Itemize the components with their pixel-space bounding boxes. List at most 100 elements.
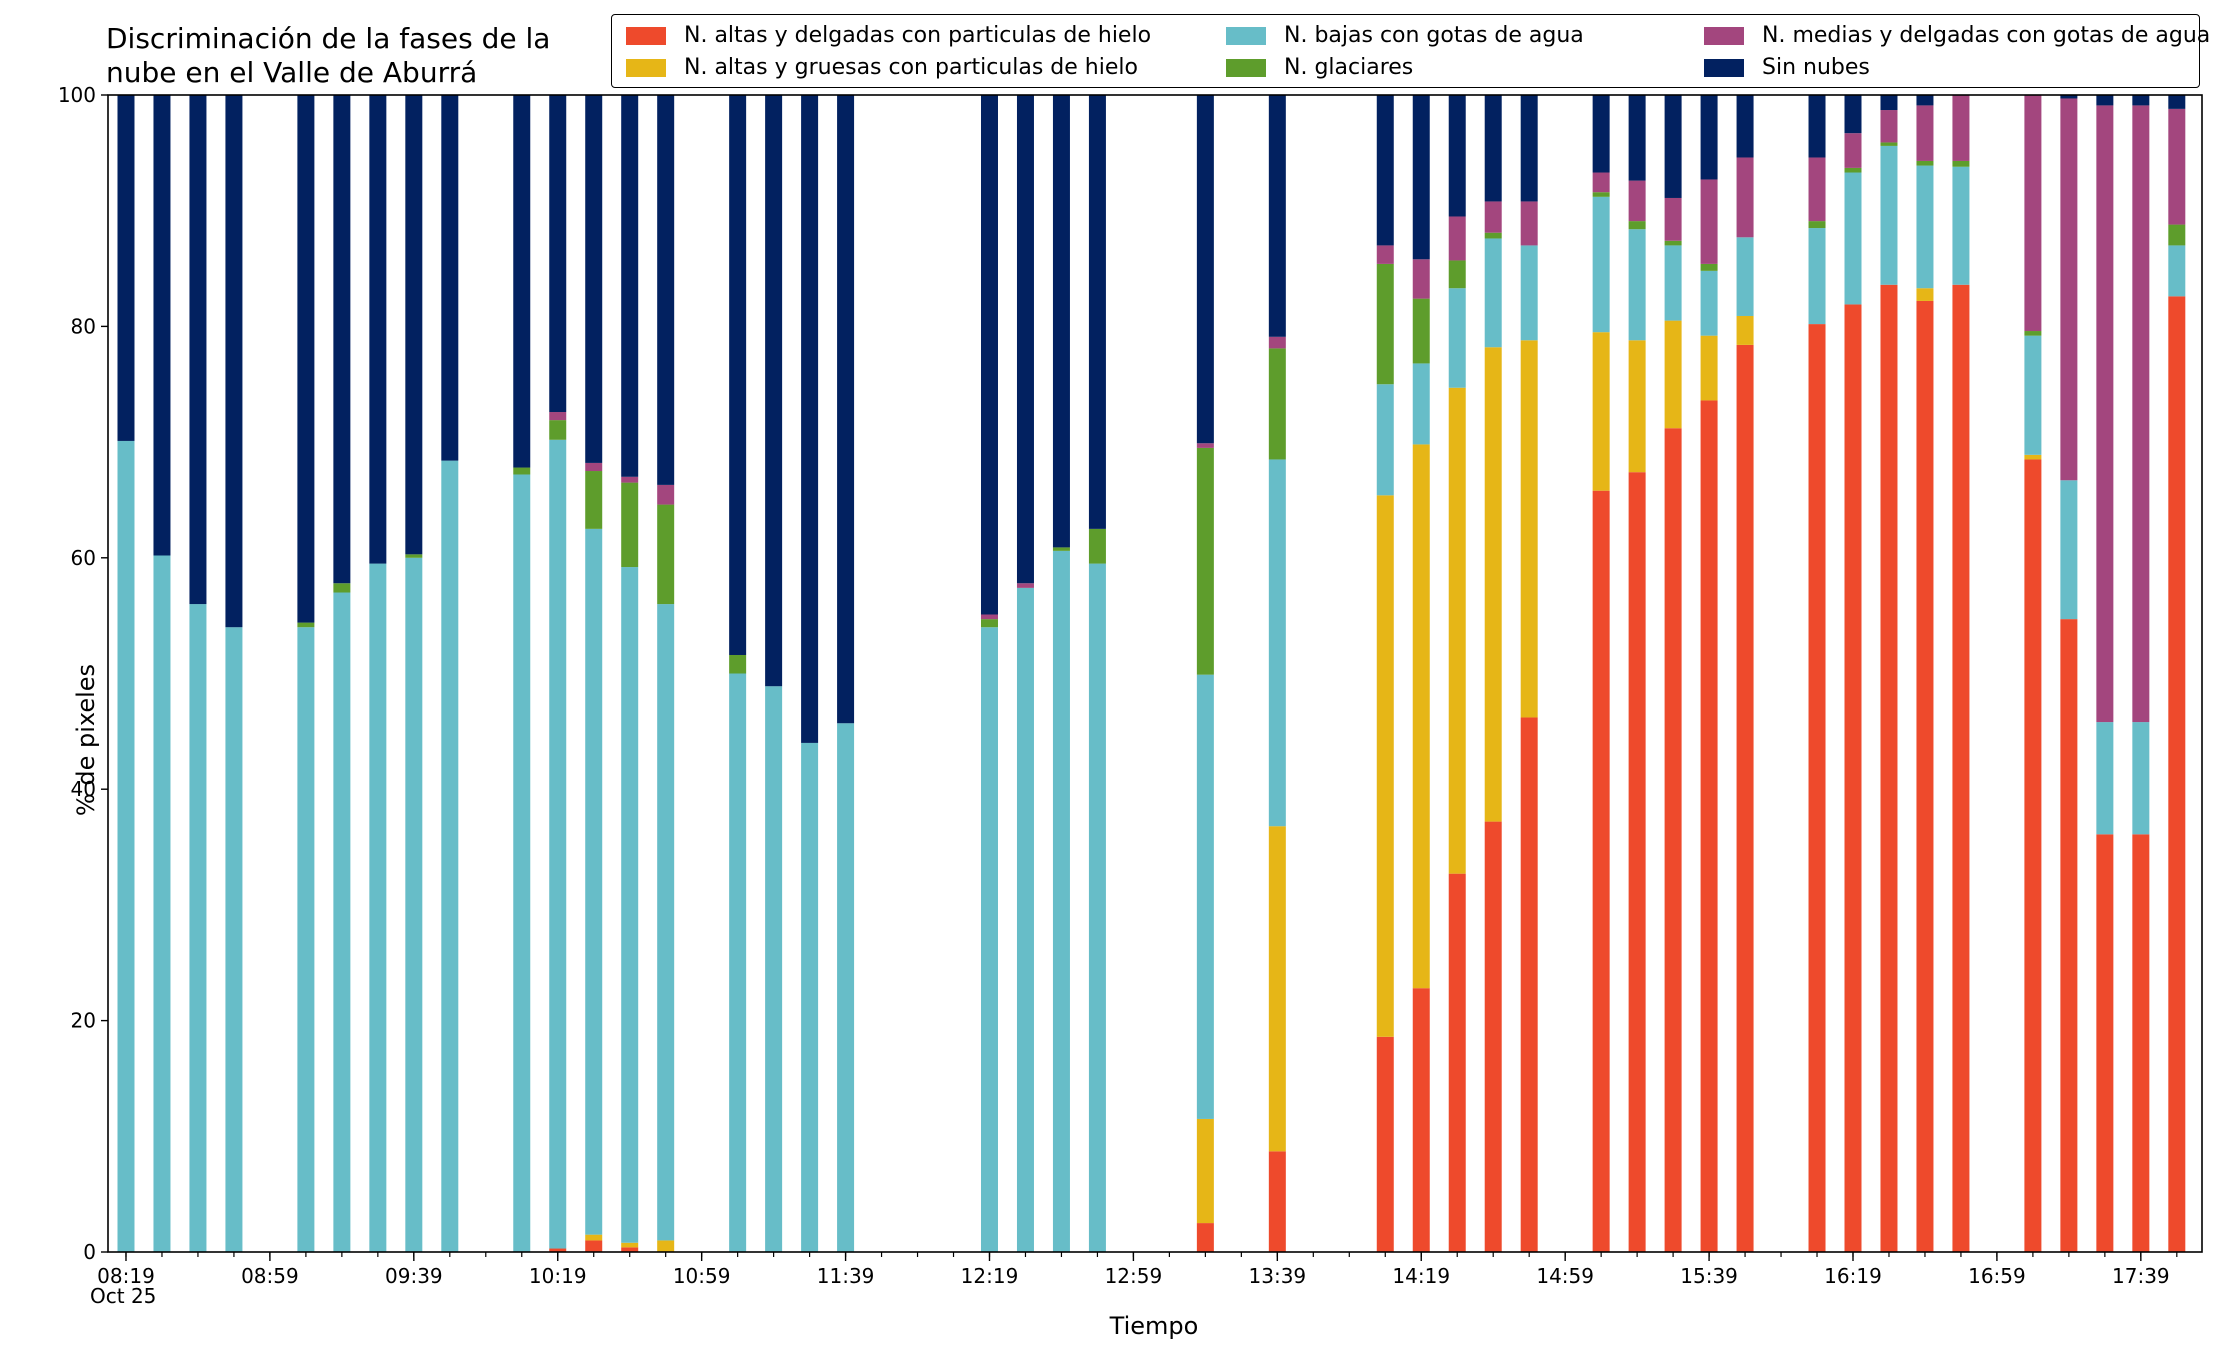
bar-segment xyxy=(621,567,639,1243)
bar-segment xyxy=(1412,363,1430,445)
bar-segment xyxy=(153,555,171,1252)
bar-segment xyxy=(1628,95,1646,181)
bar-segment xyxy=(297,622,315,628)
bar-segment xyxy=(837,723,855,1252)
bar-segment xyxy=(1412,259,1430,299)
bar-segment xyxy=(1880,284,1898,1252)
bar-segment xyxy=(2060,95,2078,99)
bar-segment xyxy=(2132,834,2150,1252)
bar-segment xyxy=(765,686,783,1252)
bar-segment xyxy=(2096,95,2114,106)
bar-segment xyxy=(1592,172,1610,193)
bar-segment xyxy=(1484,232,1502,239)
bar-segment xyxy=(1016,95,1034,584)
bar-segment xyxy=(1916,95,1934,106)
bar-segment xyxy=(2132,105,2150,723)
bar-segment xyxy=(980,95,998,615)
bar-segment xyxy=(1052,547,1070,551)
bar-segment xyxy=(1412,95,1430,260)
x-tick-label: 14:19 xyxy=(1392,1264,1450,1288)
bar-segment xyxy=(1808,324,1826,1253)
bar-segment xyxy=(549,439,567,1249)
bar-segment xyxy=(657,484,675,505)
bar-segment xyxy=(2096,722,2114,835)
bar-segment xyxy=(1592,332,1610,491)
bar-segment xyxy=(1088,528,1106,564)
bar-segment xyxy=(729,673,747,1252)
bar-segment xyxy=(1520,340,1538,718)
bar-segment xyxy=(837,95,855,724)
bar-segment xyxy=(549,95,567,413)
bar-segment xyxy=(513,467,531,475)
bar-segment xyxy=(1916,160,1934,166)
bar-segment xyxy=(117,95,135,441)
bar-segment xyxy=(1700,335,1718,401)
bar-segment xyxy=(585,1234,603,1241)
bar-segment xyxy=(1412,988,1430,1252)
bar-segment xyxy=(1520,245,1538,341)
bar-segment xyxy=(405,557,423,1252)
bar-segment xyxy=(117,440,135,1252)
bar-segment xyxy=(1736,157,1754,238)
bar-segment xyxy=(513,474,531,1252)
bar-segment xyxy=(621,476,639,483)
bar-segment xyxy=(1448,873,1466,1252)
bar-segment xyxy=(657,1240,675,1252)
bar-segment xyxy=(225,95,243,628)
bar-segment xyxy=(657,604,675,1241)
bar-segment xyxy=(1268,95,1286,337)
bar-segment xyxy=(1808,221,1826,229)
chart-title: Discriminación de la fases de la nube en… xyxy=(106,22,551,89)
bar-segment xyxy=(189,95,207,605)
bar-segment xyxy=(1880,95,1898,111)
legend-swatch xyxy=(626,58,666,77)
bar-segment xyxy=(1520,95,1538,202)
bar-segment xyxy=(1664,245,1682,321)
y-tick-label: 0 xyxy=(83,1240,96,1264)
bar-segment xyxy=(2168,245,2186,297)
bar-segment xyxy=(1664,197,1682,241)
bar-segment xyxy=(1916,105,1934,161)
bar-segment xyxy=(980,627,998,1252)
bar-segment xyxy=(1844,95,1862,134)
x-tick-label: 13:39 xyxy=(1249,1264,1307,1288)
bar-segment xyxy=(1484,238,1502,348)
bar-segment xyxy=(2024,454,2042,460)
bar-segment xyxy=(1736,315,1754,345)
bar-segment xyxy=(333,592,351,1252)
bar-segment xyxy=(2024,335,2042,455)
bar-segment xyxy=(1016,583,1034,588)
bar-segment xyxy=(1844,133,1862,168)
bar-segment xyxy=(1412,298,1430,364)
bar-segment xyxy=(1700,270,1718,336)
bar-segment xyxy=(1484,347,1502,822)
bar-segment xyxy=(1448,95,1466,217)
bar-segment xyxy=(980,614,998,620)
bar-segment xyxy=(1088,563,1106,1252)
bars-layer xyxy=(117,95,2186,1253)
bar-segment xyxy=(1520,201,1538,246)
bar-segment xyxy=(2024,459,2042,1252)
x-tick-label: 12:19 xyxy=(961,1264,1019,1288)
legend-item: N. altas y gruesas con particulas de hie… xyxy=(626,55,1138,80)
bar-segment xyxy=(1664,240,1682,246)
bar-segment xyxy=(1664,428,1682,1253)
bar-segment xyxy=(1448,216,1466,261)
bar-segment xyxy=(1448,288,1466,388)
x-tick-label: 10:59 xyxy=(673,1264,731,1288)
bar-segment xyxy=(1808,228,1826,325)
bar-segment xyxy=(1736,344,1754,1252)
x-axis-label: Tiempo xyxy=(1109,1312,1199,1340)
bar-segment xyxy=(189,604,207,1252)
legend-swatch xyxy=(1226,26,1266,45)
bar-segment xyxy=(621,1242,639,1248)
bar-segment xyxy=(153,95,171,556)
bar-segment xyxy=(369,95,387,564)
bar-segment xyxy=(549,1248,567,1252)
bar-segment xyxy=(1628,221,1646,230)
bar-segment xyxy=(729,654,747,674)
bar-segment xyxy=(1268,459,1286,827)
legend-swatch xyxy=(626,26,666,45)
bar-segment xyxy=(1016,587,1034,1252)
bar-segment xyxy=(1196,443,1214,448)
